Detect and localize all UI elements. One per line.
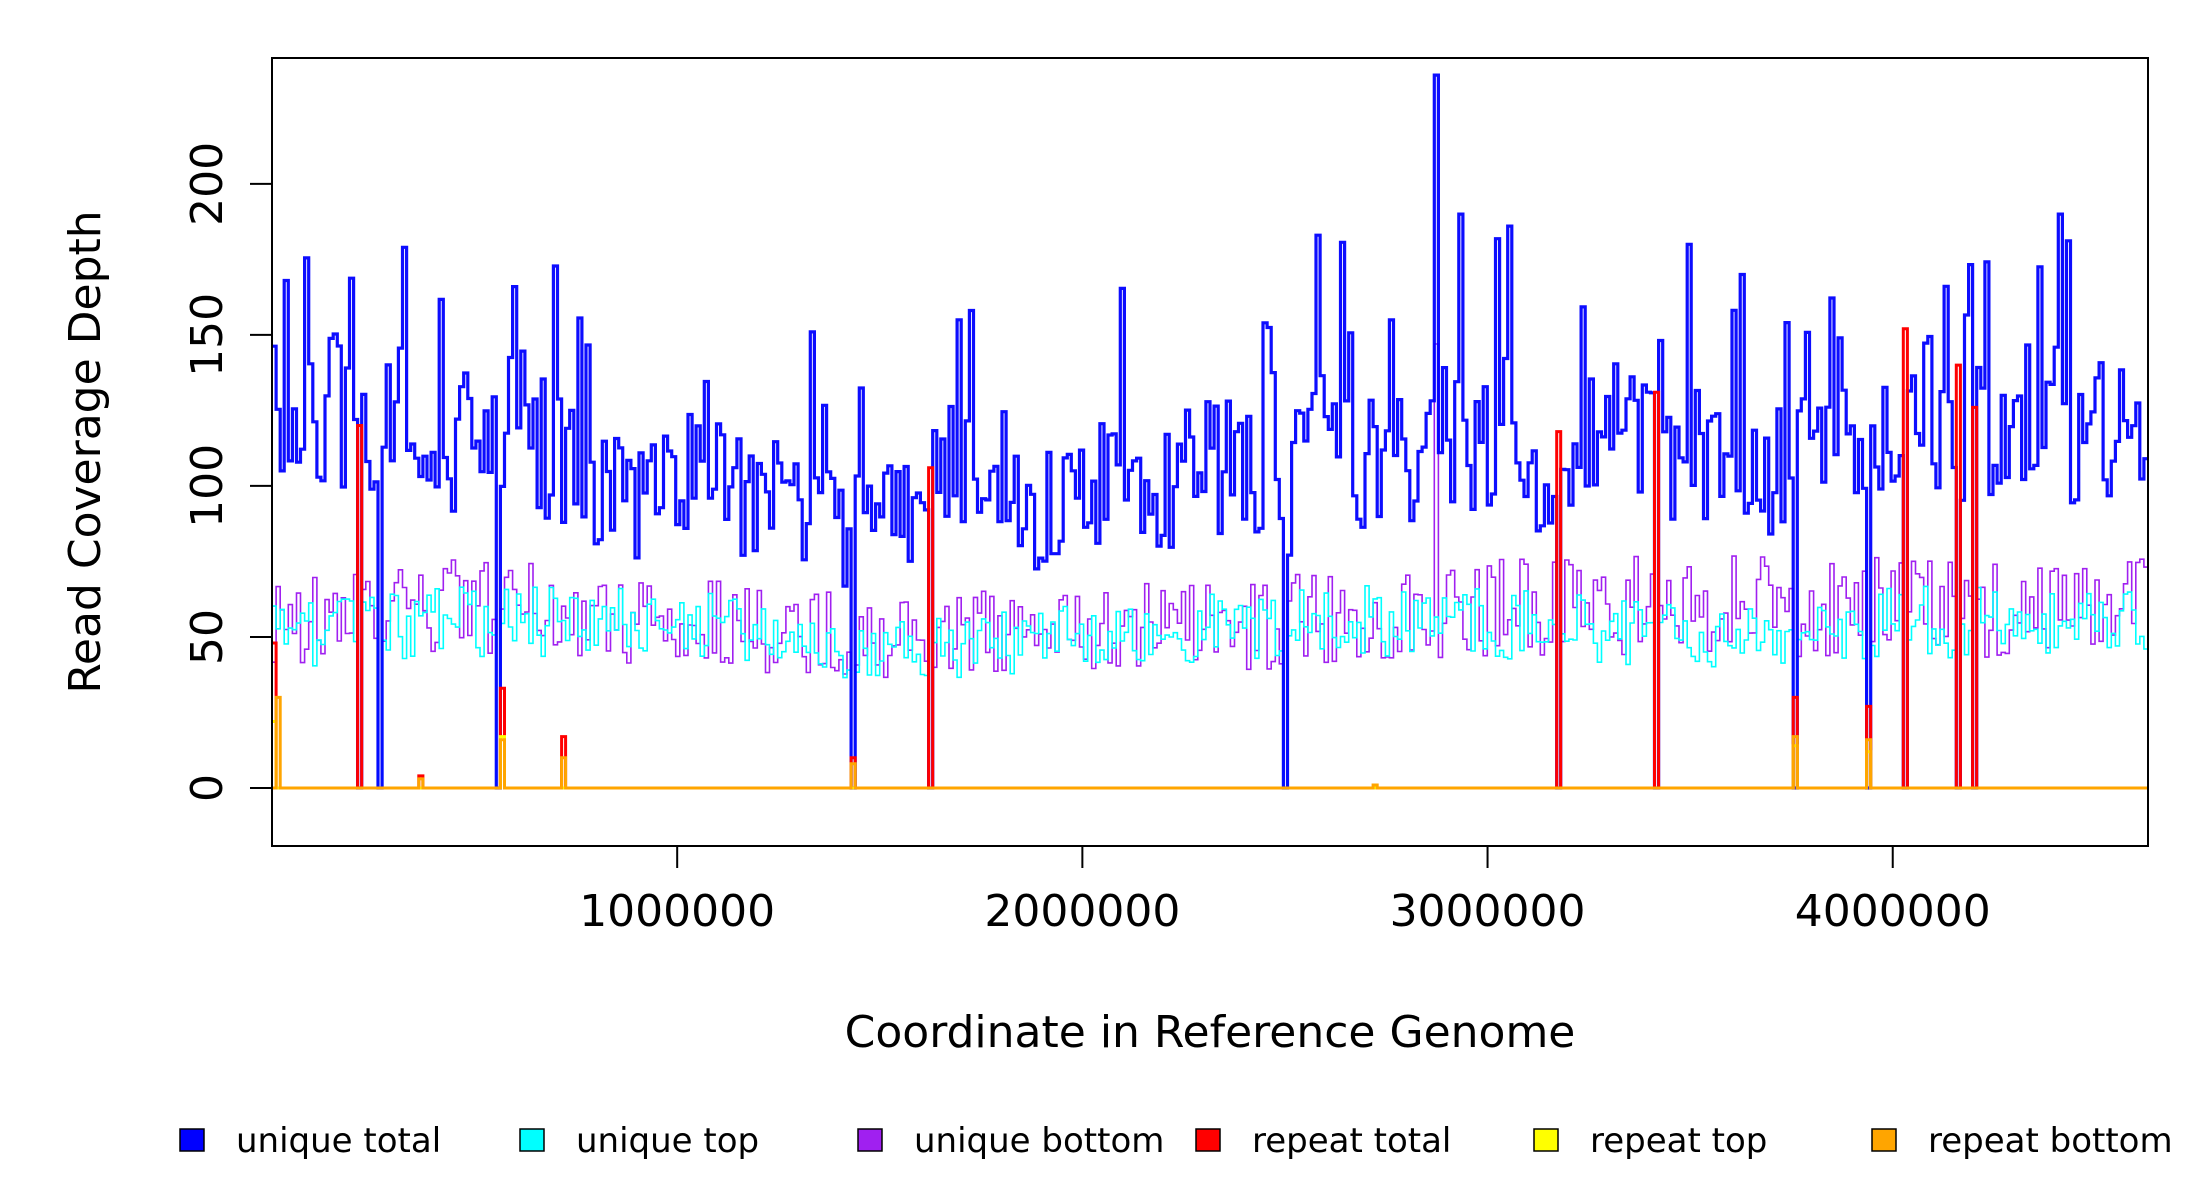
x-tick-label: 3000000 <box>1390 886 1586 937</box>
y-tick-label: 150 <box>182 293 233 377</box>
x-tick-label: 4000000 <box>1795 886 1991 937</box>
y-tick-label: 200 <box>182 142 233 226</box>
x-axis-label: Coordinate in Reference Genome <box>845 1007 1576 1058</box>
x-tick-label: 1000000 <box>579 886 775 937</box>
legend-swatch <box>519 1128 545 1152</box>
y-tick-label: 50 <box>182 609 233 665</box>
legend-item: repeat bottom <box>1871 1121 2173 1161</box>
legend: unique total unique top unique bottom repea… <box>179 1121 2173 1161</box>
series-line-unique-total <box>272 73 2148 790</box>
legend-label: unique bottom <box>914 1121 1164 1161</box>
legend-item: unique bottom <box>857 1121 1164 1161</box>
x-axis: 1000000 2000000 3000000 4000000 <box>272 845 2148 937</box>
legend-swatch <box>1871 1128 1897 1152</box>
legend-swatch <box>179 1128 205 1152</box>
legend-label: unique total <box>236 1121 441 1161</box>
legend-label: repeat total <box>1252 1121 1451 1161</box>
legend-swatch <box>1195 1128 1221 1152</box>
x-tick-label: 2000000 <box>984 886 1180 937</box>
legend-swatch <box>857 1128 883 1152</box>
legend-label: repeat top <box>1590 1121 1767 1161</box>
legend-item: unique top <box>519 1121 759 1161</box>
legend-item: repeat top <box>1533 1121 1767 1161</box>
y-axis-label: Read Coverage Depth <box>60 210 111 693</box>
series-line-unique-top <box>272 585 2148 789</box>
legend-swatch <box>1533 1128 1559 1152</box>
legend-item: repeat total <box>1195 1121 1451 1161</box>
y-tick-label: 0 <box>182 774 233 802</box>
series-layer <box>272 73 2148 790</box>
y-tick-label: 100 <box>182 444 233 528</box>
y-axis: 0 50 100 150 200 <box>182 142 273 802</box>
series-line-repeat-bottom <box>272 695 2148 790</box>
legend-label: repeat bottom <box>1928 1121 2173 1161</box>
legend-label: unique top <box>576 1121 759 1161</box>
legend-item: unique total <box>179 1121 441 1161</box>
